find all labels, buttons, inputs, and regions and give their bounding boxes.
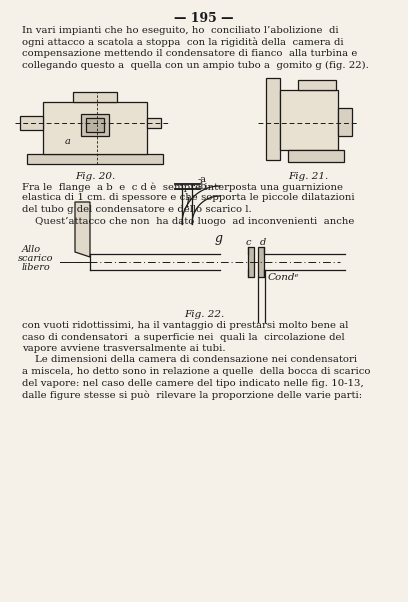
- Text: del vapore: nel caso delle camere del tipo indicato nelle fig. 10-13,: del vapore: nel caso delle camere del ti…: [22, 379, 364, 388]
- Text: -b: -b: [198, 182, 208, 191]
- Text: collegando questo a  quella con un ampio tubo a  gomito g (fig. 22).: collegando questo a quella con un ampio …: [22, 60, 369, 70]
- Text: -a: -a: [198, 175, 207, 184]
- Text: Quest’attacco che non  ha dato luogo  ad inconvenienti  anche: Quest’attacco che non ha dato luogo ad i…: [22, 217, 355, 226]
- Text: Le dimensioni della camera di condensazione nei condensatori: Le dimensioni della camera di condensazi…: [22, 356, 357, 364]
- Text: In vari impianti che ho eseguito, ho  conciliato l’abolizione  di: In vari impianti che ho eseguito, ho con…: [22, 26, 339, 35]
- Bar: [147, 118, 161, 128]
- Text: Fig. 22.: Fig. 22.: [184, 310, 224, 319]
- Text: Fra le  flange  a b  e  c d è  sempre interposta una guarnizione: Fra le flange a b e c d è sempre interpo…: [22, 182, 343, 191]
- Bar: [86, 118, 104, 132]
- Bar: [248, 247, 254, 277]
- Polygon shape: [75, 202, 90, 257]
- Text: Fig. 20.: Fig. 20.: [75, 172, 115, 181]
- Text: ogni attacco a scatola a stoppa  con la rigidità della  camera di: ogni attacco a scatola a stoppa con la r…: [22, 37, 344, 48]
- Text: libero: libero: [22, 263, 51, 272]
- Text: d: d: [260, 238, 266, 247]
- Text: vapore avviene trasversalmente ai tubi.: vapore avviene trasversalmente ai tubi.: [22, 344, 226, 353]
- Text: a miscela, ho detto sono in relazione a quelle  della bocca di scarico: a miscela, ho detto sono in relazione a …: [22, 367, 370, 376]
- Text: Allo: Allo: [22, 245, 41, 254]
- Bar: [20, 116, 43, 130]
- Text: del tubo g del condensatore e dello scarico l.: del tubo g del condensatore e dello scar…: [22, 205, 252, 214]
- Bar: [338, 108, 352, 136]
- Bar: [288, 150, 344, 162]
- Text: — 195 —: — 195 —: [174, 12, 234, 25]
- Text: scarico: scarico: [18, 254, 53, 263]
- Text: compensazione mettendo il condensatore di fianco  alla turbina e: compensazione mettendo il condensatore d…: [22, 49, 357, 58]
- Bar: [266, 78, 280, 160]
- Text: caso di condensatori  a superficie nei  quali la  circolazione del: caso di condensatori a superficie nei qu…: [22, 332, 345, 341]
- Bar: [81, 114, 109, 136]
- Text: dalle figure stesse si può  rilevare la proporzione delle varie parti:: dalle figure stesse si può rilevare la p…: [22, 390, 362, 400]
- Bar: [258, 247, 264, 277]
- Bar: [280, 90, 338, 150]
- Text: c: c: [246, 238, 251, 247]
- Bar: [298, 80, 336, 90]
- Text: a: a: [65, 137, 71, 146]
- Bar: [43, 102, 147, 154]
- Text: con vuoti ridottissimi, ha il vantaggio di prestarsi molto bene al: con vuoti ridottissimi, ha il vantaggio …: [22, 321, 348, 330]
- Text: Fig. 21.: Fig. 21.: [288, 172, 328, 181]
- Bar: [73, 92, 117, 102]
- Bar: [27, 154, 163, 164]
- Text: elastica di 1 cm. di spessore e che sopporta le piccole dilatazioni: elastica di 1 cm. di spessore e che sopp…: [22, 193, 355, 202]
- Text: l: l: [185, 197, 189, 210]
- Text: Condᵉ: Condᵉ: [268, 273, 299, 282]
- Text: g: g: [215, 232, 223, 245]
